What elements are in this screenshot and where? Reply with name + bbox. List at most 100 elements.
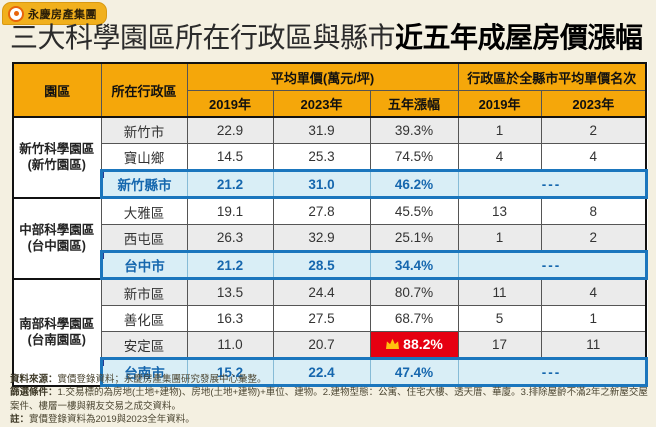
summary-district-label: 台中市: [124, 259, 165, 274]
price-2023-cell: 20.7: [272, 331, 371, 359]
park-group-cell: 中部科學園區 (台中園區): [12, 196, 102, 279]
district-cell: 善化區: [100, 305, 188, 332]
brand-logo: 永慶房產集團: [2, 2, 107, 25]
price-2019-cell: 14.5: [186, 143, 274, 171]
price-2019-cell: 19.1: [186, 196, 274, 225]
park-sub: (台中園區): [27, 239, 86, 253]
table-row: 新竹科學園區 (新竹園區) 新竹市 22.9 31.9 39.3% 1 2: [12, 116, 647, 198]
park-name: 中部科學園區: [19, 222, 95, 237]
summary-district-cell: 台中市: [99, 250, 188, 280]
table-row: 善化區 16.3 27.5 68.7% 5 1: [13, 305, 647, 332]
price-2023-cell: 31.9: [272, 116, 371, 144]
summary-district-label: 新竹縣市: [117, 178, 172, 193]
park-group-cell: 南部科學園區 (台南園區): [12, 277, 102, 386]
district-cell: 寶山鄉: [100, 143, 188, 171]
summary-price-2019-cell: 21.2: [186, 169, 274, 199]
price-2023-cell: 27.8: [272, 196, 371, 225]
rank-2023-cell: 2: [540, 116, 647, 144]
summary-rank-cell: ---: [457, 169, 648, 199]
change-cell-highlighted: 88.2%: [369, 331, 459, 359]
brand-circle-icon: [8, 5, 24, 22]
summary-district-label: 台南市: [124, 366, 165, 381]
table-row: 中部科學園區 (台中園區) 大雅區 19.1 27.8 45.5% 13 8: [12, 196, 647, 279]
rank-2023-cell: 4: [540, 143, 647, 171]
header-district: 所在行政區: [100, 62, 188, 118]
filter-note: 篩選條件：1.交易標的為房地(土地+建物)、房地(土地+建物)+車位、建物。2.…: [10, 386, 648, 413]
price-2023-cell: 25.3: [272, 143, 371, 171]
price-table: 園區 所在行政區 平均單價(萬元/坪) 行政區於全縣市平均單價名次 2019年 …: [12, 62, 648, 387]
price-2019-cell: 13.5: [186, 277, 274, 306]
corner-notch-icon: [101, 359, 104, 367]
summary-price-2019-cell: 21.2: [186, 250, 274, 280]
change-cell: 68.7%: [369, 305, 459, 332]
price-2019-cell: 26.3: [186, 224, 274, 252]
summary-change-cell: 46.2%: [369, 169, 459, 199]
district-cell: 新竹市: [100, 116, 188, 144]
source-note: 資料來源：實價登錄資料；永慶房產集團研究發展中心彙整。: [10, 373, 648, 386]
data-note: 註：實價登錄資料為2019與2023全年資料。: [10, 413, 648, 426]
footnotes: 資料來源：實價登錄資料；永慶房產集團研究發展中心彙整。 篩選條件：1.交易標的為…: [10, 373, 648, 427]
summary-rank-cell: ---: [457, 357, 648, 387]
summary-row-tainan: 台南市 15.2 22.4 47.4% ---: [13, 357, 648, 387]
price-2019-cell: 22.9: [186, 116, 274, 144]
park-name: 新竹科學園區: [19, 142, 95, 156]
price-2023-cell: 24.4: [272, 277, 371, 306]
table-header: 園區 所在行政區 平均單價(萬元/坪) 行政區於全縣市平均單價名次 2019年 …: [12, 62, 647, 118]
change-cell: 45.5%: [369, 196, 459, 225]
source-label: 資料來源：: [10, 374, 58, 385]
summary-row-taichung: 台中市 21.2 28.5 34.4% ---: [13, 250, 648, 280]
header-price-2019: 2019年: [186, 90, 274, 118]
header-price-2023: 2023年: [272, 90, 371, 118]
header-rank-group: 行政區於全縣市平均單價名次: [457, 62, 647, 91]
filter-text: 1.交易標的為房地(土地+建物)、房地(土地+建物)+車位、建物。2.建物型態：…: [10, 387, 648, 412]
page-title: 三大科學園區所在行政區與縣市近五年成屋房價漲幅: [10, 22, 643, 54]
price-2023-cell: 32.9: [272, 224, 371, 252]
change-cell: 80.7%: [369, 277, 459, 306]
summary-district-cell: 新竹縣市: [99, 169, 188, 199]
rank-2019-cell: 5: [457, 305, 542, 332]
price-2019-cell: 11.0: [186, 331, 274, 359]
note-text: 實價登錄資料為2019與2023全年資料。: [29, 414, 195, 426]
rank-2019-cell: 1: [457, 116, 542, 144]
summary-change-cell: 34.4%: [369, 250, 459, 280]
brand-name: 永慶房產集團: [28, 8, 97, 21]
table-row-top-gainer: 安定區 11.0 20.7 88.2% 17 11: [13, 331, 647, 359]
district-cell: 安定區: [100, 331, 188, 359]
change-value: 88.2%: [403, 336, 443, 352]
rank-2023-cell: 11: [540, 331, 647, 359]
table-row: 寶山鄉 14.5 25.3 74.5% 4 4: [13, 143, 647, 171]
header-rank-2019: 2019年: [457, 90, 542, 118]
district-cell: 新市區: [100, 277, 188, 306]
park-group-cell: 新竹科學園區 (新竹園區): [12, 116, 102, 198]
table-row: 西屯區 26.3 32.9 25.1% 1 2: [13, 224, 647, 252]
price-2019-cell: 16.3: [186, 305, 274, 332]
district-cell: 大雅區: [100, 196, 188, 225]
rank-2023-cell: 4: [540, 277, 647, 306]
corner-notch-icon: [101, 252, 104, 260]
filter-label: 篩選條件：: [10, 387, 58, 399]
summary-price-2023-cell: 31.0: [272, 169, 371, 199]
header-rank-2023: 2023年: [540, 90, 647, 118]
crown-icon: [385, 337, 400, 353]
header-row-groups: 園區 所在行政區 平均單價(萬元/坪) 行政區於全縣市平均單價名次: [12, 62, 647, 118]
rank-2019-cell: 13: [457, 196, 542, 225]
rank-2023-cell: 2: [540, 224, 647, 252]
summary-change-cell: 47.4%: [369, 357, 459, 387]
change-cell: 39.3%: [369, 116, 459, 144]
change-cell: 74.5%: [369, 143, 459, 171]
change-cell: 25.1%: [369, 224, 459, 252]
rank-2023-cell: 8: [540, 196, 647, 225]
district-cell: 西屯區: [100, 224, 188, 252]
source-text: 實價登錄資料；永慶房產集團研究發展中心彙整。: [57, 374, 267, 385]
title-bold: 近五年成屋房價漲幅: [395, 22, 643, 53]
header-park: 園區: [12, 62, 102, 118]
rank-2023-cell: 1: [540, 305, 647, 332]
summary-district-cell: 台南市: [99, 357, 188, 387]
rank-2019-cell: 1: [457, 224, 542, 252]
header-change: 五年漲幅: [369, 90, 459, 118]
header-price-group: 平均單價(萬元/坪): [186, 62, 459, 91]
park-sub: (新竹園區): [27, 158, 86, 173]
rank-2019-cell: 11: [457, 277, 542, 306]
table-row: 南部科學園區 (台南園區) 新市區 13.5 24.4 80.7% 11 4: [12, 277, 647, 386]
